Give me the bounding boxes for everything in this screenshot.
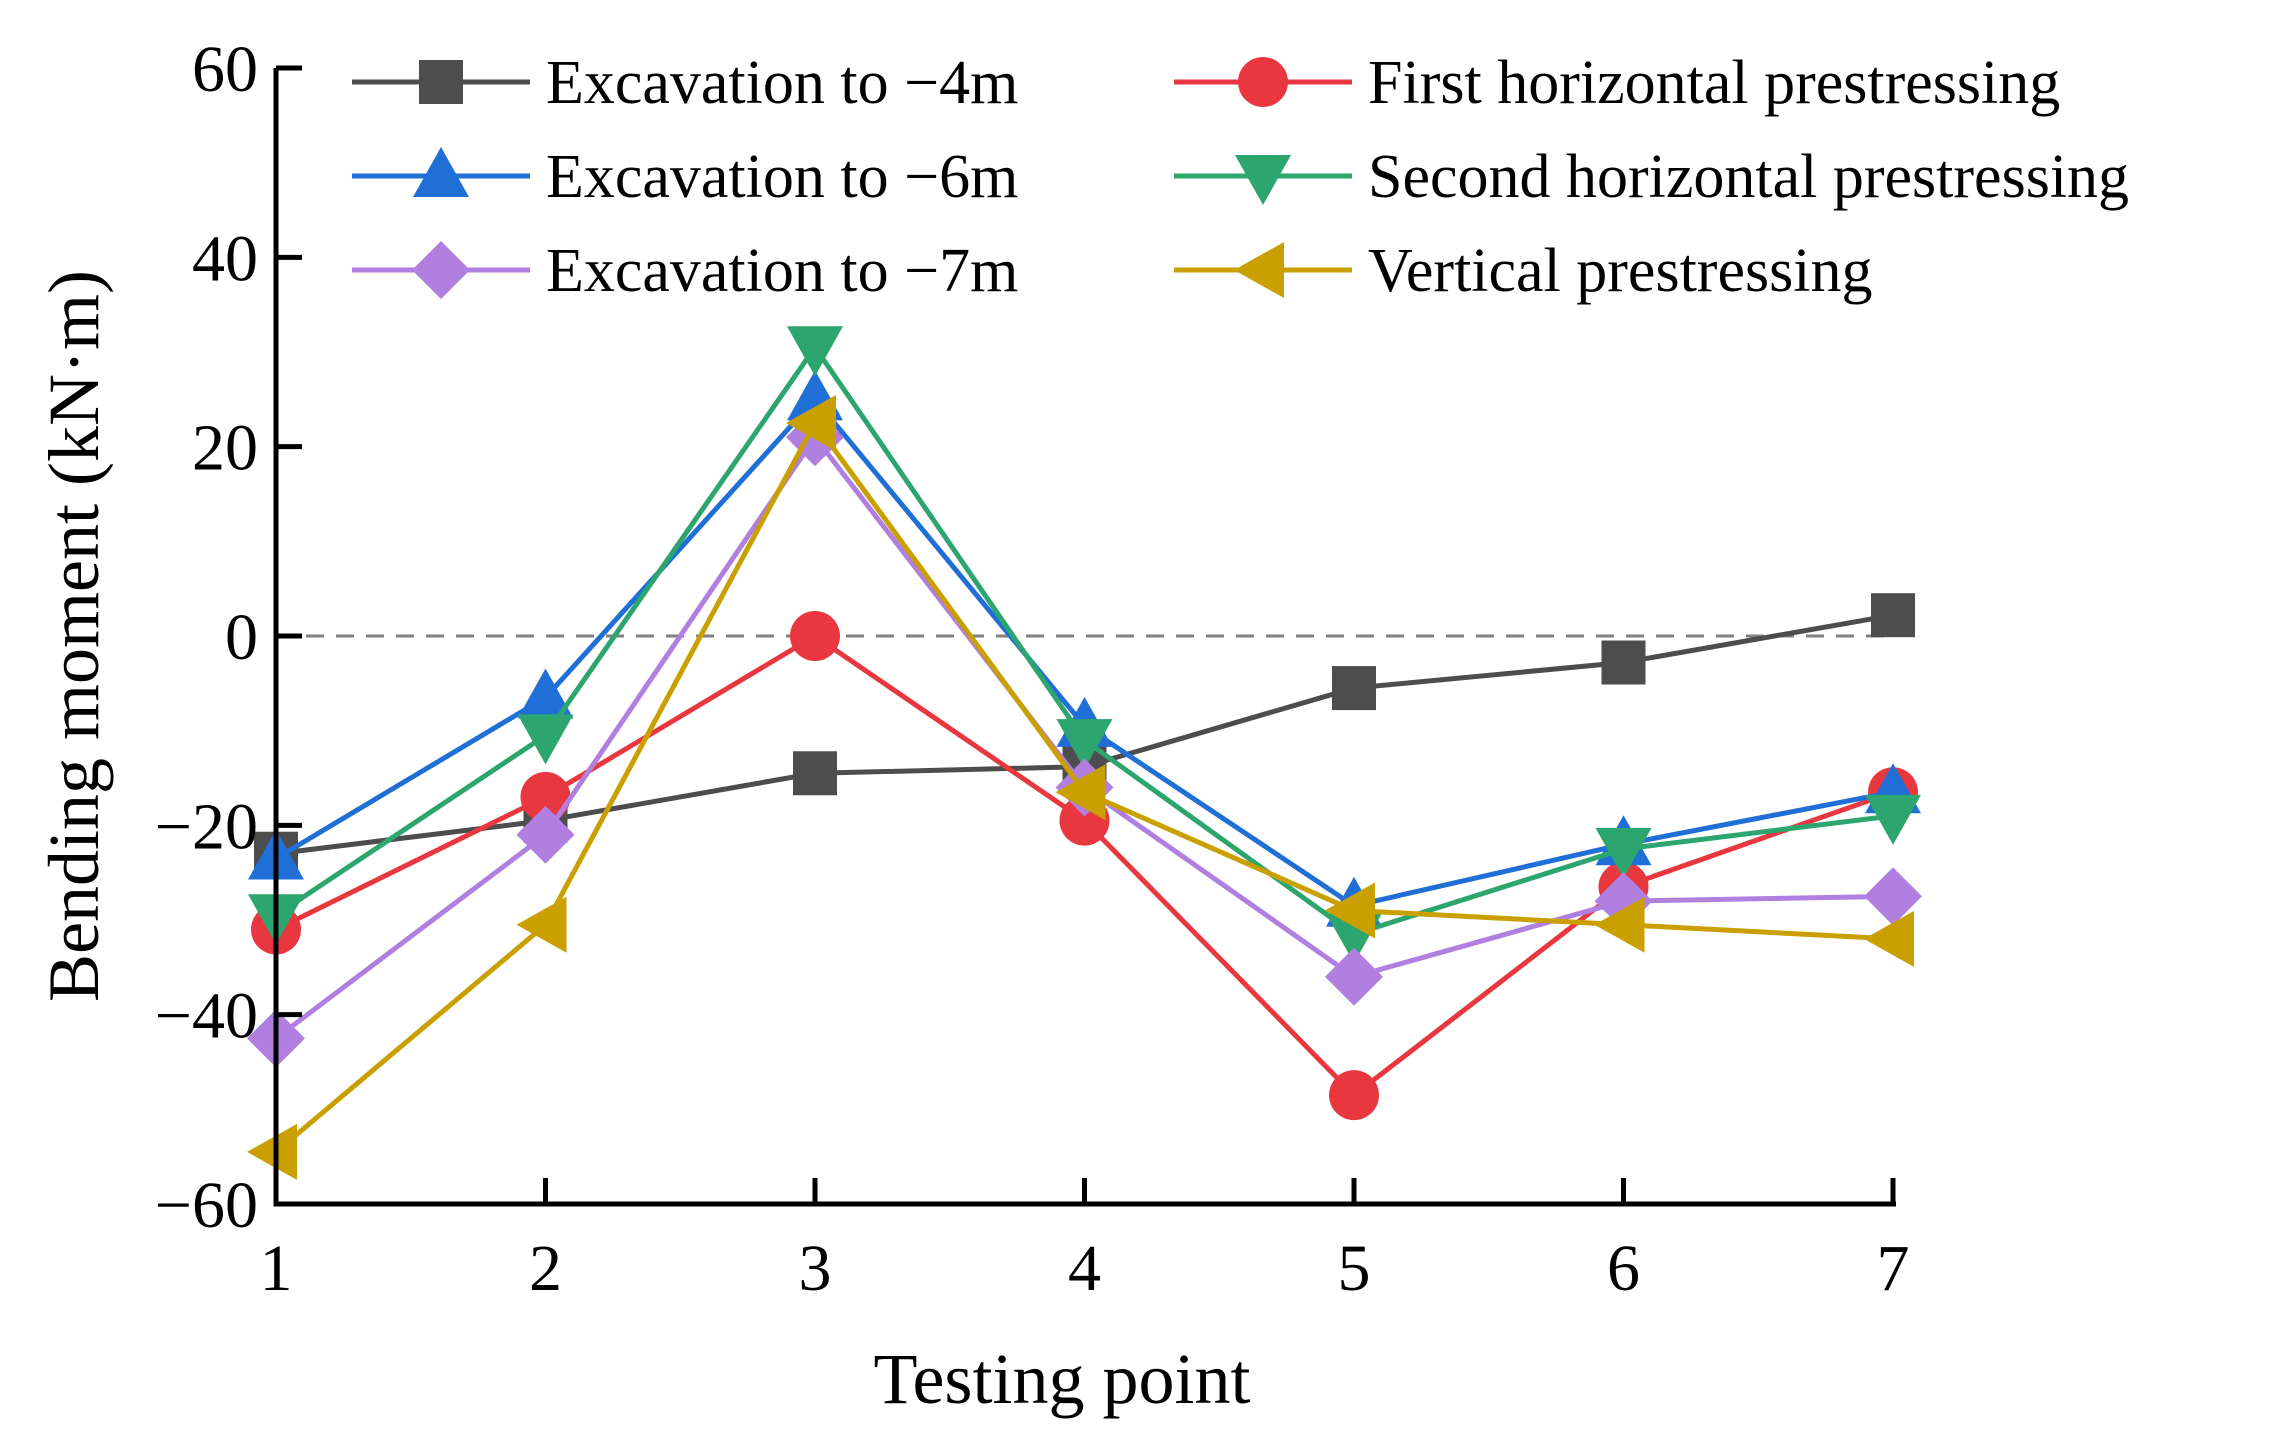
legend-item-excavation-to-6m: Excavation to −6m (352, 143, 1018, 211)
y-tick-label: −40 (155, 980, 258, 1053)
series-line-second-horizontal-prestressing (274, 344, 1894, 937)
x-axis-title: Testing point (874, 1339, 1251, 1419)
legend: Excavation to −4m First horizontal prestr… (352, 49, 2129, 305)
data-point-second-horizontal-prestressing-6 (1595, 828, 1652, 878)
legend-item-vertical-prestressing: Vertical prestressing (1174, 237, 1872, 305)
x-tick-label: 3 (799, 1232, 832, 1305)
series-vertical-prestressing (247, 395, 1914, 1180)
data-point-vertical-prestressing-4 (1055, 764, 1106, 821)
data-point-first-horizontal-prestressing-3 (790, 611, 840, 661)
legend-label: Second horizontal prestressing (1368, 143, 2129, 211)
x-tick-label: 7 (1877, 1232, 1910, 1305)
legend-label: Excavation to −7m (546, 237, 1018, 305)
x-tick-label: 4 (1068, 1232, 1101, 1305)
legend-item-excavation-to-7m: Excavation to −7m (352, 237, 1018, 305)
data-point-second-horizontal-prestressing-3 (787, 326, 843, 377)
legend-marker-excavation-to-4m (419, 60, 463, 104)
data-point-excavation-to-4m-3 (793, 751, 837, 796)
series-second-horizontal-prestressing (248, 326, 1921, 964)
data-point-second-horizontal-prestressing-2 (517, 714, 574, 765)
x-tick-label: 6 (1607, 1232, 1640, 1305)
y-tick-label: −60 (155, 1169, 258, 1242)
legend-label: Excavation to −6m (546, 143, 1018, 211)
data-point-excavation-to-4m-5 (1332, 666, 1376, 711)
legend-label: First horizontal prestressing (1368, 49, 2060, 117)
legend-marker-vertical-prestressing (1234, 242, 1284, 298)
data-point-first-horizontal-prestressing-2 (520, 771, 571, 822)
ticks-layer: −60 −40 −20 0 20 40 60 1 2 3 4 5 6 7 (155, 33, 1910, 1305)
legend-marker-first-horizontal-prestressing (1238, 57, 1288, 107)
data-point-excavation-to-4m-6 (1601, 640, 1646, 685)
legend-item-second-horizontal-prestressing: Second horizontal prestressing (1174, 143, 2129, 211)
data-point-vertical-prestressing-1 (247, 1123, 297, 1180)
x-tick-label: 5 (1338, 1232, 1371, 1305)
data-point-first-horizontal-prestressing-5 (1329, 1070, 1379, 1121)
data-point-vertical-prestressing-2 (516, 896, 567, 953)
data-point-vertical-prestressing-3 (786, 395, 836, 451)
data-point-excavation-to-6m-2 (517, 668, 574, 719)
data-point-vertical-prestressing-5 (1325, 882, 1375, 939)
y-tick-label: 40 (192, 222, 258, 295)
data-point-excavation-to-7m-5 (1325, 947, 1383, 1006)
legend-item-first-horizontal-prestressing: First horizontal prestressing (1174, 49, 2060, 117)
y-axis-title: Bending moment (kN·m) (34, 270, 114, 1002)
data-point-second-horizontal-prestressing-7 (1865, 794, 1921, 845)
x-tick-label: 1 (260, 1232, 293, 1305)
data-point-excavation-to-4m-7 (1871, 593, 1915, 638)
y-tick-label: 60 (192, 33, 258, 106)
series-layer (247, 326, 1922, 1180)
data-point-vertical-prestressing-7 (1864, 910, 1914, 967)
legend-label: Excavation to −4m (546, 49, 1018, 117)
legend-marker-excavation-to-7m (412, 241, 470, 299)
y-tick-label: 20 (192, 412, 258, 485)
data-point-excavation-to-7m-2 (516, 805, 575, 864)
legend-marker-second-horizontal-prestressing (1235, 155, 1291, 205)
data-point-vertical-prestressing-6 (1594, 896, 1645, 953)
y-tick-label: 0 (225, 601, 258, 674)
y-tick-label: −20 (155, 790, 258, 863)
data-point-excavation-to-7m-7 (1864, 867, 1922, 926)
legend-marker-excavation-to-6m (413, 147, 469, 197)
x-tick-label: 2 (529, 1232, 562, 1305)
legend-label: Vertical prestressing (1368, 237, 1872, 305)
data-point-second-horizontal-prestressing-4 (1056, 719, 1113, 770)
legend-item-excavation-to-4m: Excavation to −4m (352, 49, 1018, 117)
